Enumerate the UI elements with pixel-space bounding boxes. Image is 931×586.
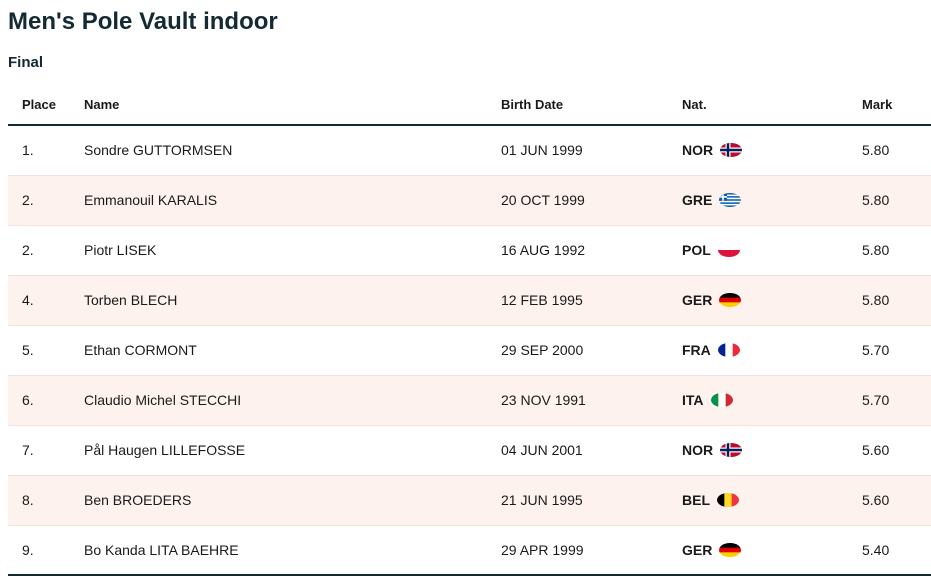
athlete-name-cell: Ethan CORMONT [84, 342, 197, 358]
place-cell: 4. [22, 292, 34, 308]
page-title: Men's Pole Vault indoor [8, 8, 278, 35]
mark-cell: 5.70 [862, 342, 890, 358]
table-row: 2. Piotr LISEK 16 AUG 1992 POL 5.80 [8, 225, 931, 275]
athlete-name-cell: Torben BLECH [84, 292, 178, 308]
table-row: 8. Ben BROEDERS 21 JUN 1995 BEL 5.60 [8, 475, 931, 525]
mark-cell: 5.70 [862, 392, 890, 408]
athlete-name-cell: Bo Kanda LITA BAEHRE [84, 541, 239, 558]
flag-ita-icon [710, 393, 733, 407]
mark-cell: 5.80 [862, 192, 890, 208]
table-row: 2. Emmanouil KARALIS 20 OCT 1999 GRE 5.8… [8, 175, 931, 225]
birth-date-cell: 29 SEP 2000 [501, 342, 584, 358]
mark-cell: 5.40 [862, 541, 890, 558]
country-code: FRA [682, 342, 711, 358]
flag-gre-icon [719, 193, 742, 207]
table-header: Place Name Birth Date Nat. Mark [8, 87, 931, 126]
birth-date-cell: 20 OCT 1999 [501, 192, 585, 208]
nationality-cell: GER [678, 525, 858, 575]
place-cell: 8. [22, 492, 34, 508]
col-header-place: Place [8, 87, 80, 126]
country-code: BEL [682, 492, 710, 508]
place-cell: 6. [22, 392, 34, 408]
col-header-nat: Nat. [678, 87, 858, 126]
place-cell: 9. [22, 541, 34, 558]
athlete-name-cell: Ben BROEDERS [84, 492, 192, 508]
mark-cell: 5.80 [862, 142, 890, 159]
birth-date-cell: 23 NOV 1991 [501, 392, 586, 408]
country-code: GRE [682, 192, 713, 208]
flag-fra-icon [717, 343, 740, 357]
athlete-name-cell: Sondre GUTTORMSEN [84, 142, 233, 159]
place-cell: 7. [22, 442, 34, 458]
nationality-cell: GER [678, 275, 858, 325]
flag-ger-icon [719, 293, 742, 307]
flag-ger-icon [719, 542, 742, 557]
place-cell: 5. [22, 342, 34, 358]
table-row: 5. Ethan CORMONT 29 SEP 2000 FRA 5.70 [8, 325, 931, 375]
country-code: ITA [682, 392, 704, 408]
mark-cell: 5.80 [862, 242, 890, 258]
mark-cell: 5.60 [862, 442, 890, 458]
nationality-cell: NOR [678, 125, 858, 175]
place-cell: 2. [22, 242, 34, 258]
nationality-cell: FRA [678, 325, 858, 375]
birth-date-cell: 29 APR 1999 [501, 541, 584, 558]
nationality-cell: BEL [678, 475, 858, 525]
table-row: 9. Bo Kanda LITA BAEHRE 29 APR 1999 GER … [8, 525, 931, 575]
birth-date-cell: 04 JUN 2001 [501, 442, 583, 458]
birth-date-cell: 21 JUN 1995 [501, 492, 583, 508]
flag-bel-icon [717, 493, 739, 507]
birth-date-cell: 12 FEB 1995 [501, 292, 583, 308]
flag-nor-icon [720, 143, 743, 158]
birth-date-cell: 16 AUG 1992 [501, 242, 586, 258]
nationality-cell: POL [678, 225, 858, 275]
country-code: POL [682, 242, 711, 258]
nationality-cell: GRE [678, 175, 858, 225]
athlete-name-cell: Piotr LISEK [84, 242, 157, 258]
results-body: 1. Sondre GUTTORMSEN 01 JUN 1999 NOR 5.8… [8, 125, 931, 575]
country-code: GER [682, 541, 713, 558]
country-code: NOR [682, 442, 714, 458]
col-header-birth-date: Birth Date [497, 87, 678, 126]
place-cell: 2. [22, 192, 34, 208]
mark-cell: 5.60 [862, 492, 890, 508]
table-row: 4. Torben BLECH 12 FEB 1995 GER 5.80 [8, 275, 931, 325]
country-code: NOR [682, 142, 714, 159]
place-cell: 1. [22, 142, 34, 159]
athlete-name-cell: Pål Haugen LILLEFOSSE [84, 442, 246, 458]
round-title: Final [8, 54, 44, 71]
flag-pol-icon [717, 243, 740, 257]
nationality-cell: NOR [678, 425, 858, 475]
results-table: Place Name Birth Date Nat. Mark 1. Sondr… [8, 87, 931, 576]
flag-nor-icon [720, 443, 743, 457]
col-header-name: Name [80, 87, 497, 126]
table-row: 6. Claudio Michel STECCHI 23 NOV 1991 IT… [8, 375, 931, 425]
athlete-name-cell: Emmanouil KARALIS [84, 192, 218, 208]
col-header-mark: Mark [858, 87, 931, 126]
athlete-name-cell: Claudio Michel STECCHI [84, 392, 242, 408]
table-row: 7. Pål Haugen LILLEFOSSE 04 JUN 2001 NOR… [8, 425, 931, 475]
mark-cell: 5.80 [862, 292, 890, 308]
birth-date-cell: 01 JUN 1999 [501, 142, 583, 159]
table-row: 1. Sondre GUTTORMSEN 01 JUN 1999 NOR 5.8… [8, 125, 931, 175]
nationality-cell: ITA [678, 375, 858, 425]
country-code: GER [682, 292, 713, 308]
